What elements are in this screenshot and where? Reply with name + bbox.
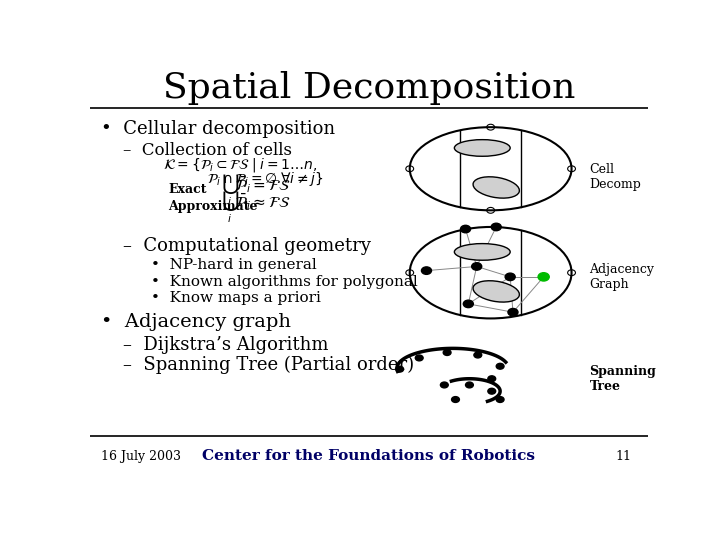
Text: –  Computational geometry: – Computational geometry <box>124 237 372 255</box>
Circle shape <box>463 300 473 308</box>
Text: Center for the Foundations of Robotics: Center for the Foundations of Robotics <box>202 449 536 463</box>
Text: $\bigcup_i \bar{\mathcal{P}}_i \approx \mathcal{FS}$: $\bigcup_i \bar{\mathcal{P}}_i \approx \… <box>221 190 291 225</box>
Circle shape <box>396 366 404 372</box>
Circle shape <box>496 363 504 369</box>
Circle shape <box>491 223 501 231</box>
Text: $\bigcup_i \bar{\mathcal{P}}_i = \mathcal{FS}$: $\bigcup_i \bar{\mathcal{P}}_i = \mathca… <box>221 173 291 208</box>
Circle shape <box>441 382 449 388</box>
Ellipse shape <box>473 177 519 198</box>
Text: –  Dijkstra’s Algorithm: – Dijkstra’s Algorithm <box>124 336 329 354</box>
Circle shape <box>496 396 504 402</box>
Circle shape <box>538 273 549 281</box>
Text: –  Collection of cells: – Collection of cells <box>124 141 292 159</box>
Text: –  Spanning Tree (Partial order): – Spanning Tree (Partial order) <box>124 356 415 374</box>
Text: 16 July 2003: 16 July 2003 <box>101 450 181 463</box>
Circle shape <box>505 273 516 281</box>
Text: •  Known algorithms for polygonal: • Known algorithms for polygonal <box>151 275 418 289</box>
Circle shape <box>488 388 495 394</box>
Text: Adjacency
Graph: Adjacency Graph <box>590 263 654 291</box>
Circle shape <box>415 355 423 361</box>
Circle shape <box>472 263 482 270</box>
Circle shape <box>461 225 471 233</box>
Text: Exact: Exact <box>168 183 207 196</box>
Text: 11: 11 <box>616 450 631 463</box>
Circle shape <box>474 352 482 358</box>
Circle shape <box>451 396 459 402</box>
Ellipse shape <box>454 140 510 156</box>
Text: $\mathcal{K} = \{\mathcal{P}_i \subset \mathcal{FS}\;|\;i=1\ldots n,$: $\mathcal{K} = \{\mathcal{P}_i \subset \… <box>163 157 317 174</box>
Circle shape <box>444 349 451 355</box>
Text: Cell
Decomp: Cell Decomp <box>590 163 642 191</box>
Circle shape <box>421 267 431 274</box>
Text: •  Know maps a priori: • Know maps a priori <box>151 292 321 306</box>
Ellipse shape <box>473 281 519 302</box>
Text: •  Cellular decomposition: • Cellular decomposition <box>101 120 336 138</box>
Text: Approximate: Approximate <box>168 200 258 213</box>
Ellipse shape <box>454 244 510 260</box>
Circle shape <box>466 382 473 388</box>
Circle shape <box>488 376 495 382</box>
Text: $\mathcal{P}_i \cap \mathcal{P}_j = \emptyset\;\forall i \neq j\}$: $\mathcal{P}_i \cap \mathcal{P}_j = \emp… <box>207 171 324 190</box>
Text: •  NP-hard in general: • NP-hard in general <box>151 258 317 272</box>
Text: Spanning
Tree: Spanning Tree <box>590 364 657 393</box>
Circle shape <box>508 308 518 316</box>
Text: •  Adjacency graph: • Adjacency graph <box>101 313 291 331</box>
Text: Spatial Decomposition: Spatial Decomposition <box>163 71 575 105</box>
